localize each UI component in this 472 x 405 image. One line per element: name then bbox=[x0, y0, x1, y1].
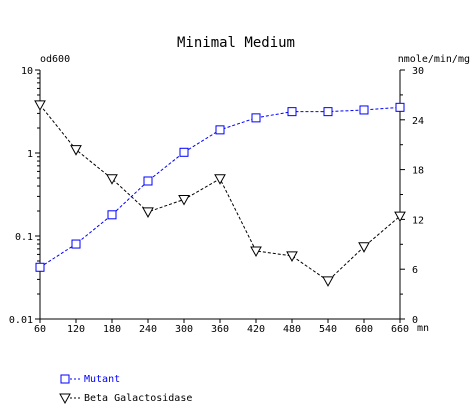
data-point-beta-galactosidase bbox=[106, 174, 118, 185]
data-point-beta-galactosidase bbox=[70, 145, 82, 156]
y-right-tick-label: 0 bbox=[412, 315, 418, 326]
data-point-beta-galactosidase bbox=[178, 194, 190, 206]
x-tick-label: 420 bbox=[247, 324, 265, 335]
y-right-tick-label: 12 bbox=[412, 215, 424, 226]
data-point-mutant bbox=[107, 210, 117, 220]
legend-marker-beta-galactosidase bbox=[59, 393, 71, 405]
chart-title: Minimal Medium bbox=[177, 35, 295, 51]
y-left-axis-label: od600 bbox=[40, 54, 70, 65]
data-point-mutant bbox=[359, 105, 369, 115]
x-tick-label: 600 bbox=[355, 324, 373, 335]
y-right-axis-label: nmole/min/mg bbox=[398, 54, 470, 65]
x-tick-label: 480 bbox=[283, 324, 301, 335]
data-point-mutant bbox=[215, 125, 225, 135]
x-tick-label: 660 bbox=[391, 324, 409, 335]
legend-label-beta-galactosidase: Beta Galactosidase bbox=[84, 393, 192, 404]
data-point-mutant bbox=[287, 107, 297, 117]
data-point-beta-galactosidase bbox=[142, 207, 154, 218]
data-point-beta-galactosidase bbox=[214, 174, 226, 185]
data-point-mutant bbox=[71, 239, 81, 249]
y-left-tick-label: 0.1 bbox=[15, 232, 33, 243]
data-point-mutant bbox=[323, 107, 333, 117]
x-tick-label: 300 bbox=[175, 324, 193, 335]
data-point-beta-galactosidase bbox=[322, 276, 334, 287]
data-point-beta-galactosidase bbox=[394, 211, 406, 223]
y-right-tick-label: 18 bbox=[412, 166, 424, 177]
data-point-mutant bbox=[251, 113, 261, 123]
x-axis-unit-label: mn bbox=[417, 323, 429, 334]
x-tick-label: 360 bbox=[211, 324, 229, 335]
data-point-mutant bbox=[395, 102, 405, 112]
x-tick-label: 120 bbox=[67, 324, 85, 335]
y-left-tick-label: 10 bbox=[21, 66, 33, 77]
legend-marker-mutant bbox=[60, 374, 70, 384]
data-point-beta-galactosidase bbox=[358, 242, 370, 253]
y-left-tick-label: 0.01 bbox=[9, 315, 33, 326]
axes bbox=[39, 70, 401, 320]
x-tick-label: 540 bbox=[319, 324, 337, 335]
data-point-beta-galactosidase bbox=[286, 251, 298, 262]
data-point-beta-galactosidase bbox=[250, 246, 262, 257]
legend-label-mutant: Mutant bbox=[84, 374, 120, 385]
x-tick-label: 180 bbox=[103, 324, 121, 335]
x-tick-label: 240 bbox=[139, 324, 157, 335]
legend: Mutant Beta Galactosidase bbox=[59, 374, 192, 405]
y-right-tick-label: 6 bbox=[412, 265, 418, 276]
y-left-tick-label: 1 bbox=[27, 149, 33, 160]
tick-marks: 60 120 180 240 300 360 420 480 540 600 6600.010.11… bbox=[9, 66, 424, 335]
data-point-beta-galactosidase bbox=[34, 100, 46, 111]
data-point-mutant bbox=[35, 262, 45, 272]
series-layer bbox=[34, 100, 406, 287]
data-point-mutant bbox=[143, 176, 153, 186]
data-point-mutant bbox=[179, 147, 189, 157]
x-tick-label: 60 bbox=[34, 324, 46, 335]
y-right-tick-label: 30 bbox=[412, 66, 424, 77]
y-right-tick-label: 24 bbox=[412, 116, 424, 127]
